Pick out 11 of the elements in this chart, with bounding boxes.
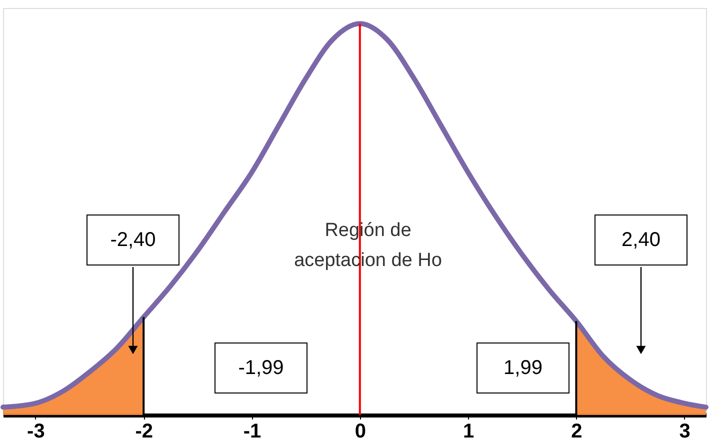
- annotation: -2,40: [110, 229, 156, 251]
- x-tick-label: 1: [463, 420, 474, 442]
- x-tick-label: 3: [679, 420, 690, 442]
- x-tick-label: -1: [243, 420, 262, 442]
- x-tick-label: -2: [135, 420, 153, 442]
- x-tick-label: -3: [27, 420, 45, 442]
- x-tick-label: 0: [354, 420, 366, 442]
- annotation: 2,40: [622, 229, 660, 251]
- annotation: -1,99: [238, 357, 284, 379]
- annotation: 1,99: [504, 357, 542, 379]
- x-tick-label: 2: [571, 420, 582, 442]
